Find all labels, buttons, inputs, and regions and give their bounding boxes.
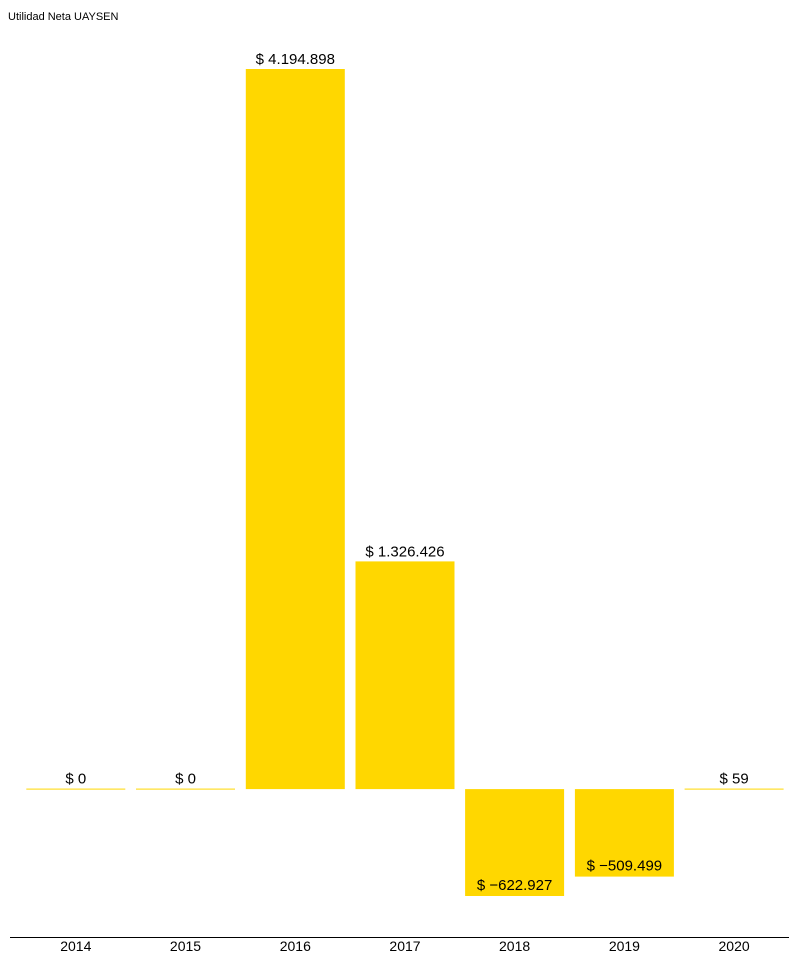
- bar-2018: [465, 789, 565, 896]
- x-tick-label-2019: 2019: [609, 938, 640, 954]
- bar-label-2018: $ −622.927: [477, 877, 553, 894]
- x-tick-labels-group: 2014 2015 2016 2017 2018 2019 2020: [60, 938, 750, 954]
- chart-title: Utilidad Neta UAYSEN: [8, 11, 119, 23]
- bar-2016: [245, 69, 345, 790]
- bar-2014: [26, 788, 126, 790]
- x-tick-label-2017: 2017: [389, 938, 420, 954]
- x-tick-label-2014: 2014: [60, 938, 91, 954]
- bar-label-2020: $ 59: [719, 771, 748, 788]
- x-tick-label-2020: 2020: [719, 938, 750, 954]
- bar-label-2017: $ 1.326.426: [365, 543, 444, 560]
- x-tick-label-2015: 2015: [170, 938, 201, 954]
- bar-2019: [574, 789, 674, 877]
- x-tick-label-2016: 2016: [280, 938, 311, 954]
- bar-2017: [355, 561, 455, 790]
- bar-labels-group: $ 0 $ 0 $ 4.194.898 $ 1.326.426 $ −622.927 $ …: [65, 51, 748, 894]
- bar-label-2015: $ 0: [175, 771, 196, 788]
- bars-group: [26, 69, 784, 896]
- bar-label-2014: $ 0: [65, 771, 86, 788]
- bar-2015: [136, 788, 235, 790]
- bar-2020: [684, 788, 784, 790]
- x-tick-label-2018: 2018: [499, 938, 530, 954]
- bar-label-2016: $ 4.194.898: [256, 51, 335, 68]
- bar-label-2019: $ −509.499: [587, 858, 663, 875]
